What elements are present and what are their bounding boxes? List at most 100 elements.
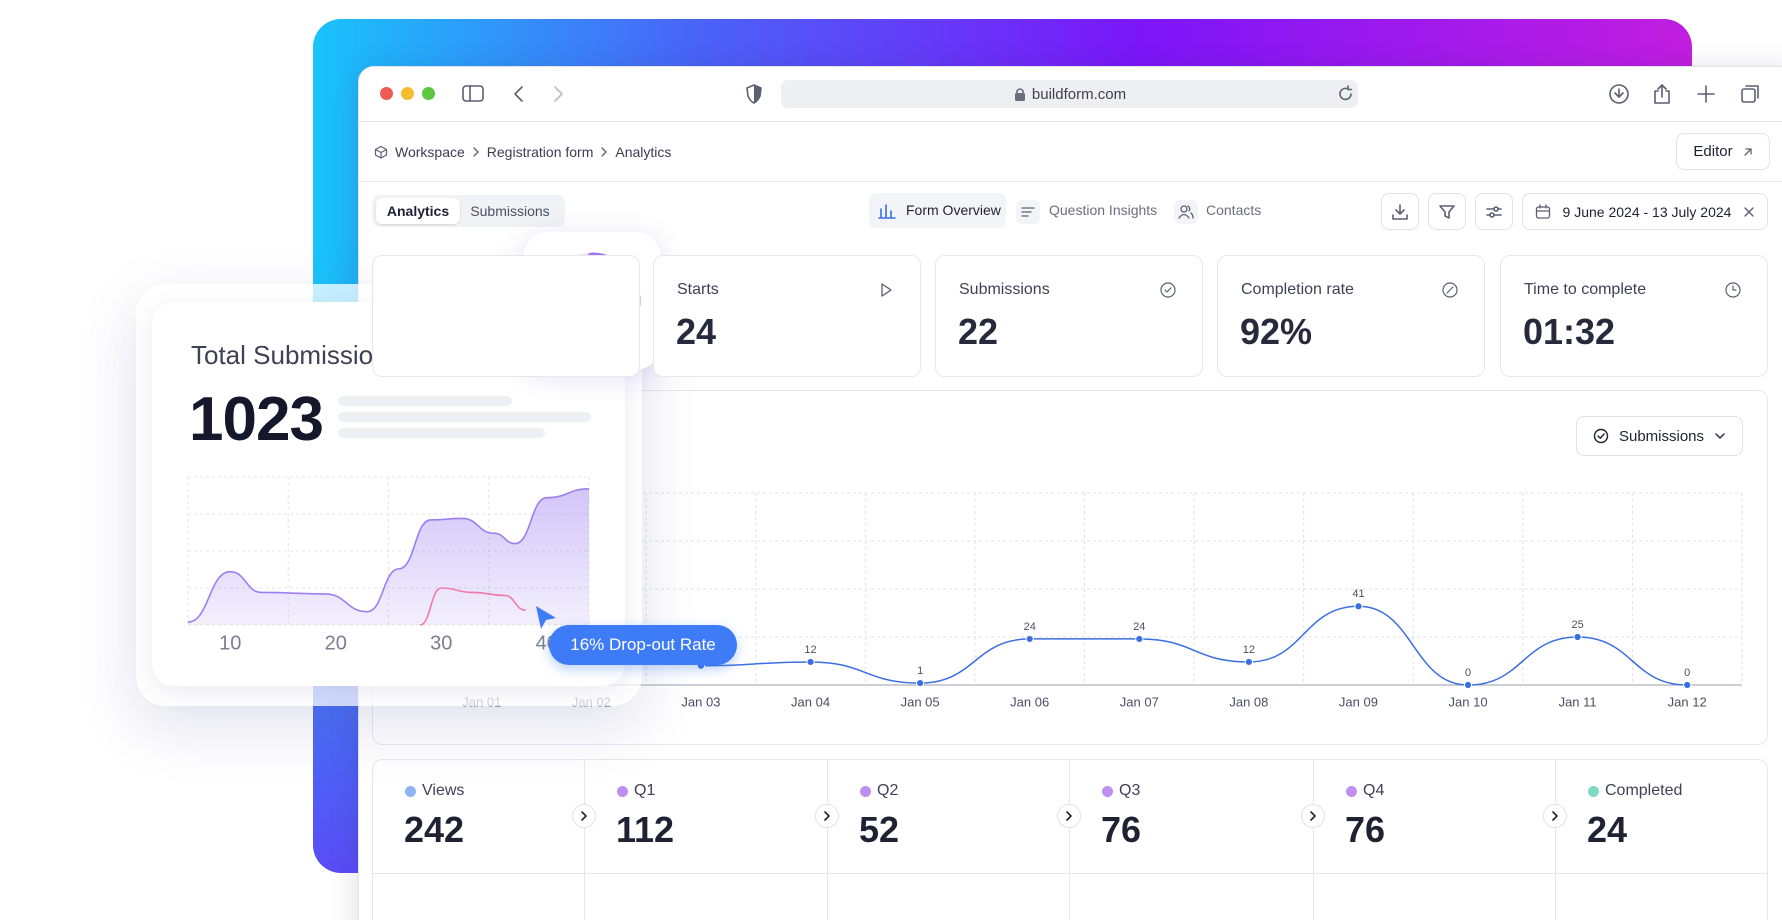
maximize-dot[interactable] — [422, 87, 435, 100]
settings-button[interactable] — [1475, 193, 1513, 230]
back-icon[interactable] — [514, 86, 523, 102]
placeholder-line — [338, 412, 591, 422]
minimize-dot[interactable] — [401, 87, 414, 100]
tab[interactable]: Submissions — [470, 203, 550, 219]
point — [1354, 602, 1363, 611]
stat-card — [653, 255, 921, 377]
point — [1573, 632, 1582, 642]
x-tick-label: Jan 12 — [1668, 694, 1707, 709]
stat-label: Completion rate — [1241, 281, 1354, 298]
value-label: 0 — [1684, 667, 1690, 679]
funnel-divider — [584, 759, 585, 920]
shield-icon[interactable] — [744, 82, 764, 106]
forward-icon[interactable] — [554, 86, 563, 102]
overview-icon — [878, 204, 896, 219]
funnel-dot — [405, 786, 416, 797]
calendar-icon — [1535, 203, 1551, 219]
funnel-dot — [617, 786, 628, 797]
funnel-dot — [1346, 786, 1357, 797]
view-tab[interactable]: Question Insights — [1049, 202, 1158, 218]
series-line — [187, 488, 590, 623]
breadcrumb-item[interactable]: Analytics — [615, 144, 672, 160]
funnel-label: Completed — [1605, 782, 1683, 799]
stat-card — [1500, 255, 1768, 377]
point — [1244, 657, 1253, 667]
x-tick-label: 20 — [325, 632, 347, 654]
breadcrumb-item[interactable]: Workspace — [395, 144, 465, 160]
line — [700, 605, 1688, 686]
view-tab[interactable]: Form Overview — [906, 202, 1001, 218]
sidebar-icon[interactable] — [462, 85, 484, 102]
funnel-label: Q3 — [1119, 782, 1141, 799]
next-arrow — [1057, 804, 1081, 828]
chevron-down — [1715, 433, 1725, 439]
date-range-picker[interactable]: 9 June 2024 - 13 July 2024 — [1522, 193, 1768, 230]
clear-icon[interactable] — [1743, 206, 1755, 218]
point — [1683, 680, 1692, 690]
x-tick-label: Jan 06 — [1010, 694, 1049, 709]
x-tick-label: Jan 10 — [1449, 694, 1488, 709]
chevron — [473, 147, 479, 157]
funnel-value: 24 — [1587, 809, 1628, 850]
breadcrumb: Workspace Registration form Analytics — [374, 142, 671, 162]
contacts-icon — [1174, 200, 1198, 224]
url-text: buildform.com — [1031, 85, 1127, 103]
cursor — [536, 606, 556, 629]
reload-icon[interactable] — [1336, 84, 1356, 104]
tab-active[interactable]: Analytics — [376, 198, 460, 224]
nav-icons — [462, 85, 563, 102]
funnel-panel — [372, 759, 1768, 920]
summary-title: Total Submissions — [191, 340, 401, 370]
placeholder-line — [338, 428, 545, 438]
url-bar[interactable]: buildform.com — [781, 80, 1358, 108]
export-button[interactable] — [1381, 193, 1419, 230]
x-tick-label: Jan 04 — [791, 694, 830, 709]
download-icon[interactable] — [1609, 84, 1629, 104]
lock-icon — [1014, 88, 1025, 101]
funnel-divider — [1069, 759, 1070, 920]
funnel-value: 76 — [1101, 809, 1142, 850]
stat-card — [372, 255, 640, 377]
funnel-dot — [1588, 786, 1599, 797]
stat-value: 01:32 — [1523, 311, 1616, 352]
dropout-badge: 16% Drop-out Rate — [549, 625, 737, 665]
share-icon[interactable] — [1654, 84, 1670, 104]
next-arrow — [815, 804, 839, 828]
funnel-divider — [372, 873, 1768, 874]
tabs-icon[interactable] — [1741, 88, 1756, 103]
funnel-dot — [1102, 786, 1113, 797]
value-label: 12 — [804, 644, 816, 656]
stat-card — [1217, 255, 1485, 377]
next-arrow — [1543, 804, 1567, 828]
x-tick-label: Jan 05 — [901, 694, 940, 709]
stat-value: 24 — [676, 311, 717, 352]
stat-label: Time to complete — [1524, 281, 1647, 298]
view-active-bg — [869, 193, 1006, 228]
breadcrumb-item[interactable]: Registration form — [486, 144, 594, 160]
filter-button[interactable] — [1428, 193, 1466, 230]
placeholder-line — [338, 396, 512, 406]
funnel-label: Q2 — [877, 782, 899, 799]
x-tick-label: Jan 07 — [1120, 694, 1159, 709]
metric-select[interactable]: Submissions — [1576, 416, 1743, 456]
chevron — [601, 147, 608, 157]
funnel-dot — [860, 786, 871, 797]
view-tab[interactable]: Contacts — [1206, 202, 1262, 218]
stat-card — [935, 255, 1203, 377]
editor-button[interactable]: Editor — [1676, 133, 1770, 170]
point — [1025, 634, 1034, 644]
workspace-icon — [374, 145, 388, 159]
new-tab-icon[interactable] — [1697, 85, 1715, 103]
point — [1463, 680, 1473, 690]
stat-icon — [881, 283, 892, 297]
next-arrow — [572, 804, 596, 828]
header-divider — [358, 181, 1782, 182]
value-label: 12 — [1243, 644, 1255, 656]
x-tick-label: 30 — [430, 632, 452, 654]
summary-total: 1023 — [189, 385, 324, 454]
point — [806, 657, 815, 667]
check-icon — [1593, 428, 1609, 444]
value-label: 1 — [917, 665, 923, 677]
close-dot[interactable] — [380, 87, 393, 100]
value-label: 25 — [1572, 619, 1584, 631]
